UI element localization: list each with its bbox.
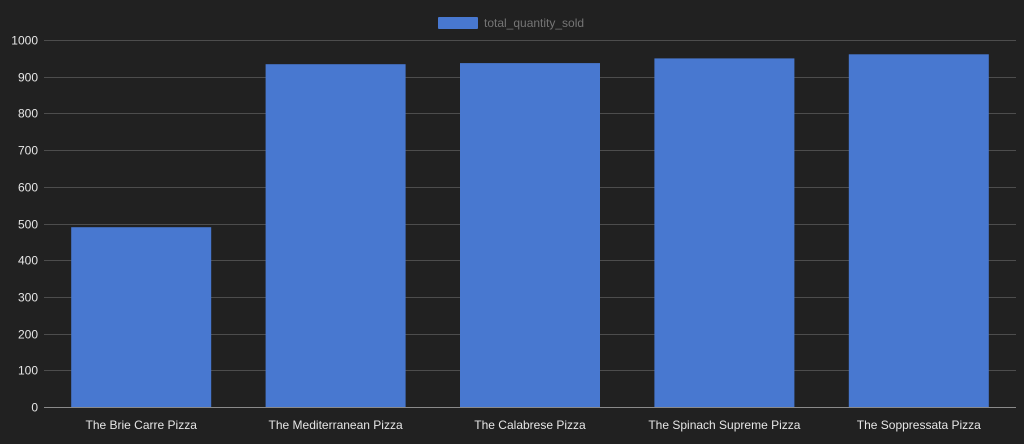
bar[interactable] bbox=[848, 54, 989, 408]
y-tick-label: 0 bbox=[31, 401, 38, 415]
x-tick-label: The Brie Carre Pizza bbox=[86, 418, 198, 432]
y-tick-label: 1000 bbox=[11, 34, 38, 48]
legend-label[interactable]: total_quantity_sold bbox=[484, 16, 584, 30]
y-axis-ticks: 0 100 200 300 400 500 600 700 800 900 1000 bbox=[11, 34, 38, 415]
y-tick-label: 400 bbox=[18, 254, 38, 268]
y-tick-label: 600 bbox=[18, 181, 38, 195]
bar[interactable] bbox=[265, 64, 406, 407]
x-axis-ticks: The Brie Carre Pizza The Mediterranean Pi… bbox=[86, 418, 982, 432]
y-tick-label: 100 bbox=[18, 364, 38, 378]
legend-swatch[interactable] bbox=[438, 17, 478, 29]
bar[interactable] bbox=[654, 58, 795, 408]
x-tick-label: The Mediterranean Pizza bbox=[269, 418, 403, 432]
y-tick-label: 300 bbox=[18, 291, 38, 305]
bars bbox=[71, 54, 989, 408]
y-tick-label: 200 bbox=[18, 328, 38, 342]
y-tick-label: 700 bbox=[18, 144, 38, 158]
bar[interactable] bbox=[460, 63, 600, 407]
x-tick-label: The Calabrese Pizza bbox=[474, 418, 586, 432]
x-tick-label: The Soppressata Pizza bbox=[857, 418, 981, 432]
y-tick-label: 500 bbox=[18, 218, 38, 232]
y-tick-label: 800 bbox=[18, 107, 38, 121]
x-tick-label: The Spinach Supreme Pizza bbox=[648, 418, 800, 432]
bar[interactable] bbox=[71, 227, 212, 407]
y-tick-label: 900 bbox=[18, 71, 38, 85]
legend[interactable]: total_quantity_sold bbox=[438, 16, 584, 30]
